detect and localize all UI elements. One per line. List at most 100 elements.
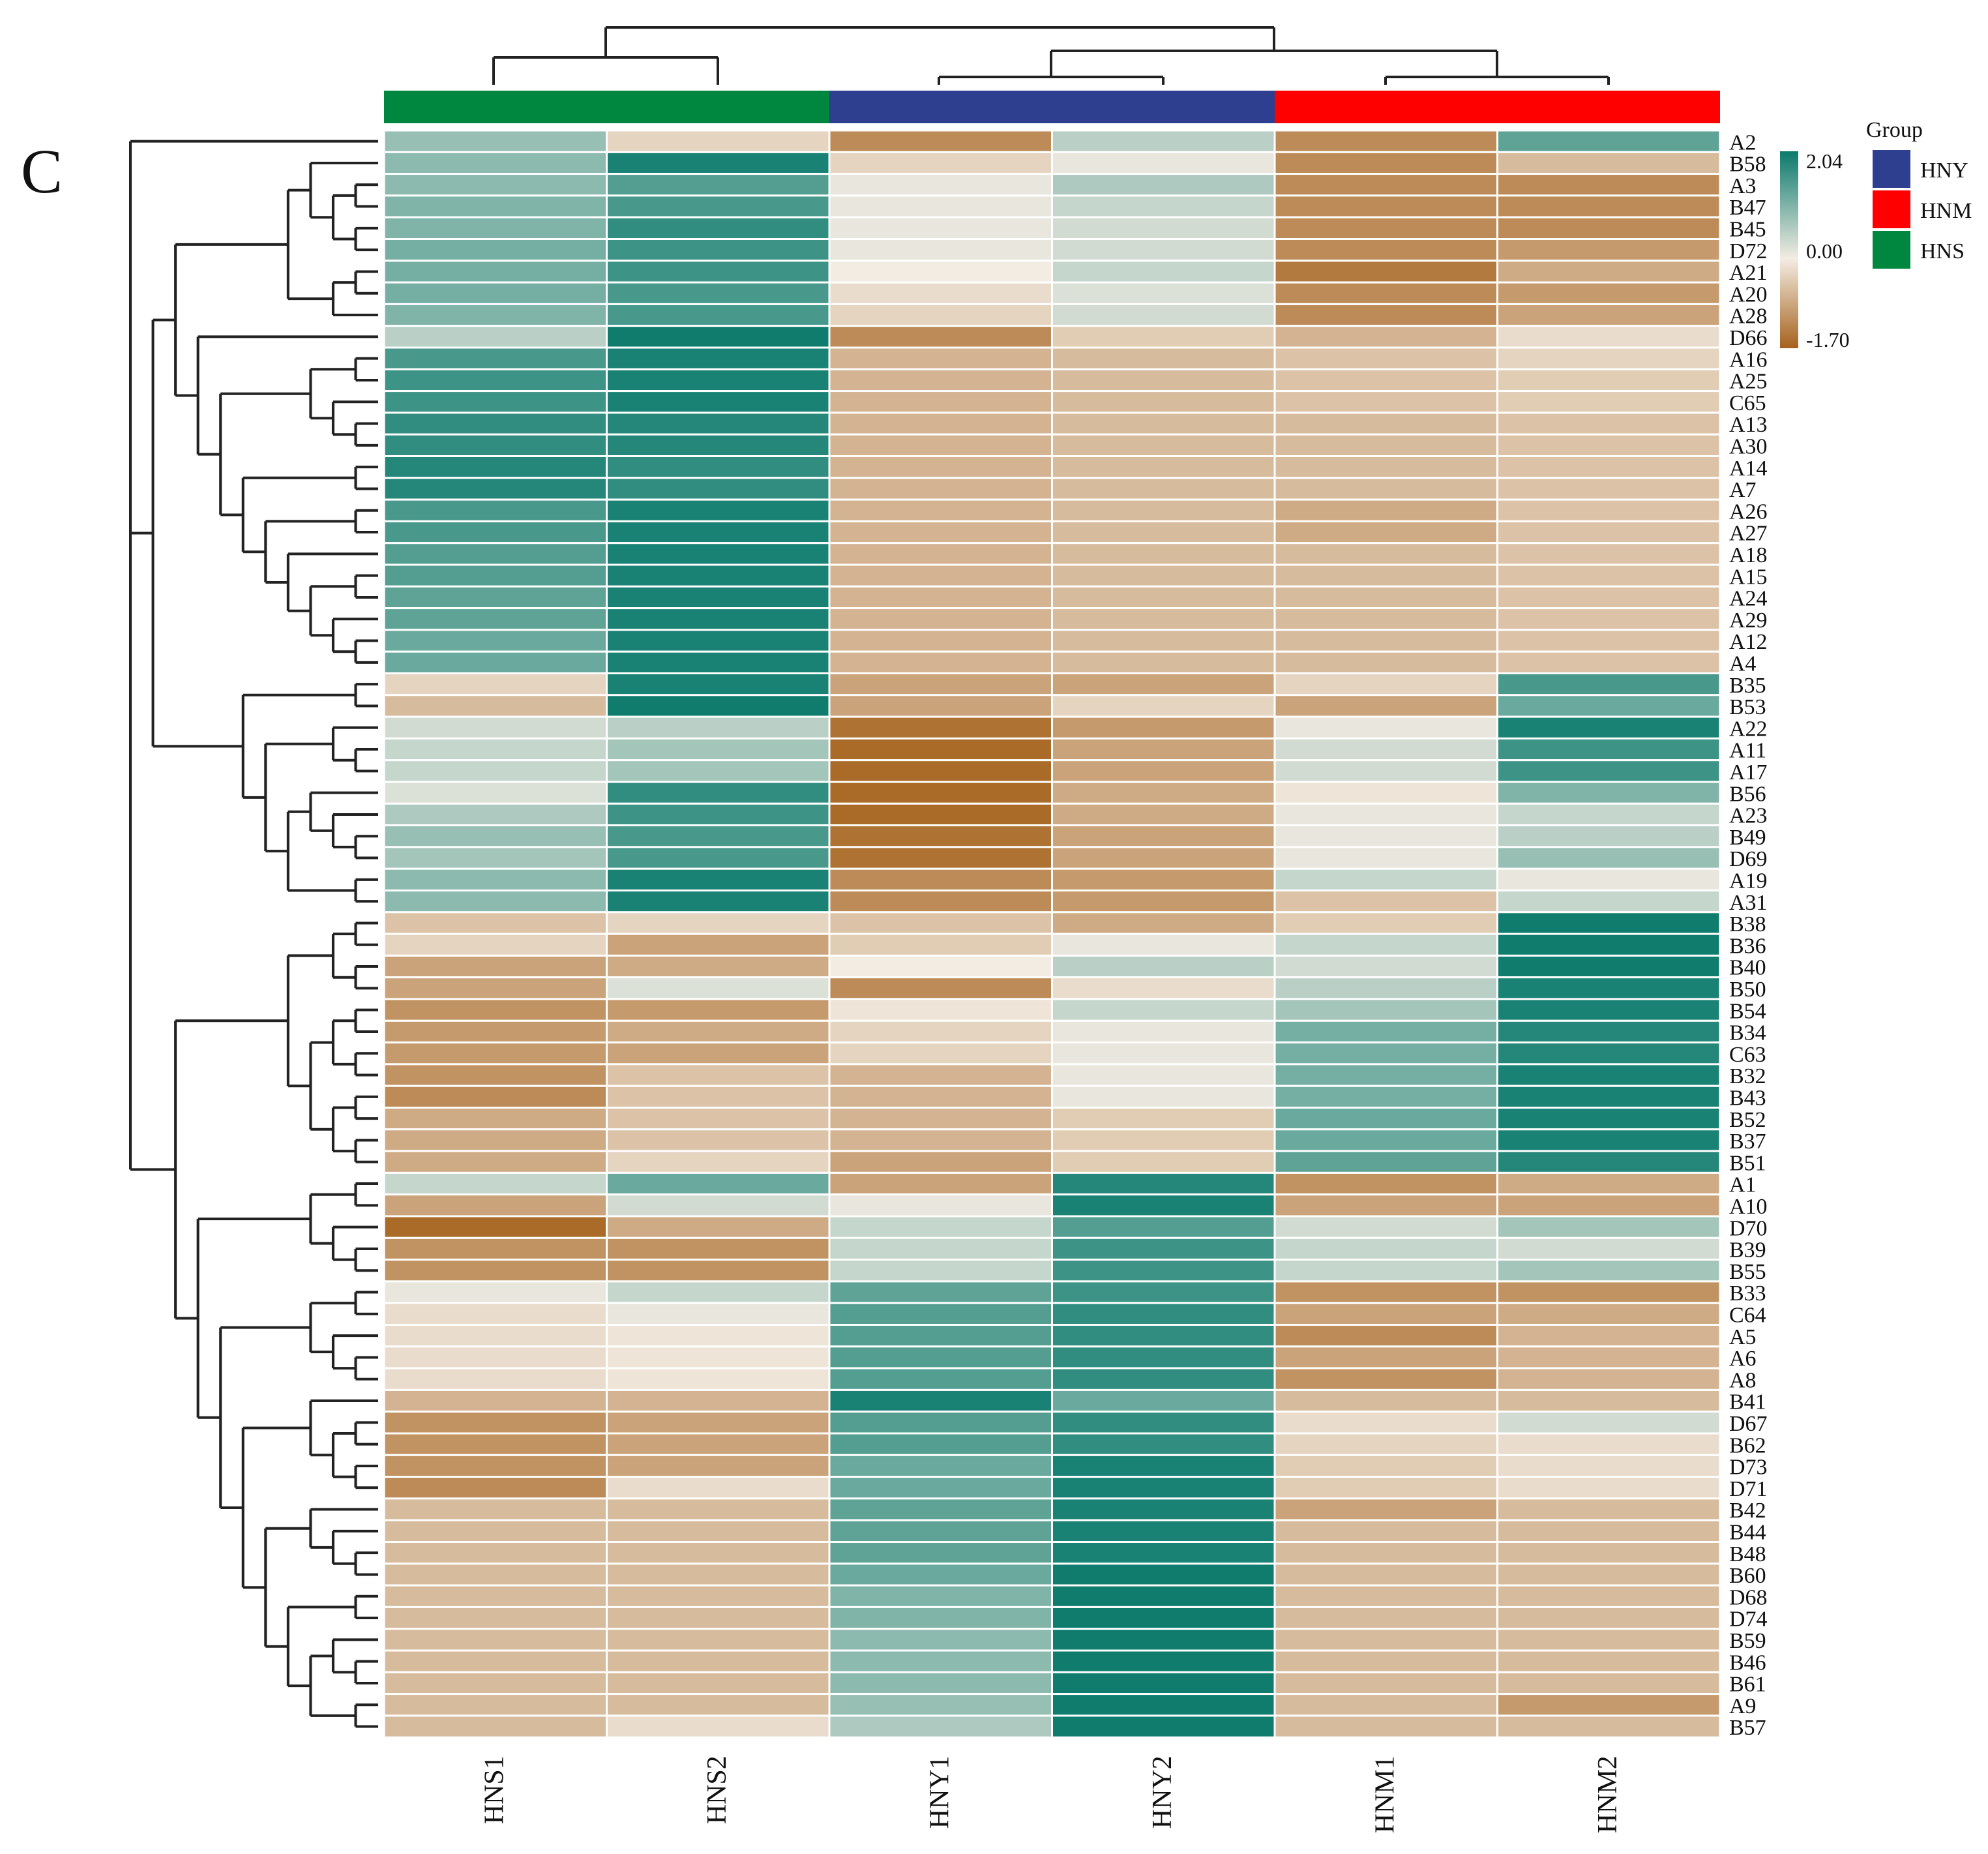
heatmap-cell	[1273, 1150, 1498, 1174]
heatmap-cell	[606, 976, 831, 1000]
heatmap-cell	[828, 867, 1053, 891]
heatmap-cell	[828, 563, 1053, 588]
heatmap-cell	[1051, 498, 1276, 522]
heatmap-cell	[828, 1215, 1053, 1239]
row-label: A8	[1729, 1368, 1757, 1392]
row-label: A21	[1729, 261, 1768, 285]
heatmap-cell	[383, 585, 608, 610]
heatmap-cell	[1051, 542, 1276, 566]
heatmap-cell	[828, 498, 1053, 522]
heatmap-cell	[1273, 238, 1498, 262]
heatmap-cell	[1273, 433, 1498, 458]
colorbar-max-label: 2.04	[1806, 149, 1843, 173]
group-annotation-bar	[384, 91, 1720, 123]
heatmap-cell	[606, 325, 831, 349]
heatmap-cell	[1496, 1171, 1721, 1196]
column-label: HNY1	[925, 1756, 955, 1829]
heatmap-cell	[1273, 1259, 1498, 1283]
heatmap-cell	[606, 455, 831, 479]
heatmap-cell	[828, 1259, 1053, 1283]
heatmap-cell	[1496, 433, 1721, 458]
heatmap-cell	[1051, 933, 1276, 957]
heatmap-cell	[606, 629, 831, 653]
heatmap-cell	[1273, 672, 1498, 696]
heatmap-cell	[828, 1019, 1053, 1044]
row-label: A27	[1729, 522, 1768, 546]
heatmap-cell	[383, 954, 608, 979]
heatmap-cell	[828, 1302, 1053, 1326]
row-label: A13	[1729, 413, 1768, 437]
heatmap-cell	[828, 1649, 1053, 1673]
heatmap-cell	[1051, 1324, 1276, 1348]
heatmap-cell	[828, 1628, 1053, 1652]
heatmap-cell	[383, 368, 608, 393]
heatmap-cell	[828, 346, 1053, 370]
heatmap-cell	[1051, 715, 1276, 740]
heatmap-cell	[383, 281, 608, 305]
heatmap-cell	[1051, 1236, 1276, 1261]
heatmap-cell	[1051, 1388, 1276, 1413]
row-label: B48	[1729, 1542, 1766, 1566]
column-label: HNM2	[1593, 1756, 1623, 1833]
heatmap-cell	[606, 542, 831, 566]
heatmap-cell	[828, 1541, 1053, 1565]
heatmap-cell	[383, 1280, 608, 1304]
heatmap-cell	[1496, 238, 1721, 262]
heatmap-cell	[606, 607, 831, 631]
row-label: B47	[1729, 196, 1766, 220]
heatmap-cell	[606, 998, 831, 1022]
heatmap-cell	[383, 846, 608, 870]
row-label: D72	[1729, 239, 1768, 263]
heatmap-cell	[383, 1215, 608, 1239]
heatmap-cell	[606, 781, 831, 805]
heatmap-cell	[1496, 281, 1721, 305]
legend-label-hnm: HNM	[1920, 199, 1972, 223]
heatmap-cell	[606, 694, 831, 718]
heatmap-cell	[1051, 1432, 1276, 1456]
row-label: C64	[1729, 1304, 1766, 1328]
heatmap-cell	[1051, 477, 1276, 501]
heatmap-cell	[828, 737, 1053, 762]
heatmap-cell	[1273, 1193, 1498, 1218]
heatmap-cell	[828, 846, 1053, 870]
heatmap-cell	[1051, 650, 1276, 675]
row-label: B54	[1729, 999, 1766, 1023]
heatmap-cell	[383, 650, 608, 675]
row-label: B42	[1729, 1499, 1766, 1523]
heatmap-cell	[1273, 498, 1498, 522]
heatmap-cell	[1273, 1324, 1498, 1348]
heatmap-cell	[1051, 1063, 1276, 1087]
heatmap-cell	[1496, 1367, 1721, 1391]
heatmap-cell	[606, 238, 831, 262]
heatmap-cell	[1273, 802, 1498, 827]
heatmap-cell	[1496, 563, 1721, 588]
heatmap-cell	[606, 1388, 831, 1413]
heatmap-cell	[828, 194, 1053, 218]
heatmap-cell	[1496, 1259, 1721, 1283]
group-bar-segment	[1275, 91, 1498, 123]
heatmap-cell	[383, 1236, 608, 1261]
heatmap-cell	[1273, 1215, 1498, 1239]
heatmap-cell	[1051, 260, 1276, 284]
heatmap-cell	[606, 368, 831, 393]
heatmap-cell	[606, 281, 831, 305]
row-label: A4	[1729, 652, 1757, 676]
heatmap-cell	[1273, 607, 1498, 631]
heatmap-cell	[1496, 129, 1721, 153]
row-label: A16	[1729, 348, 1768, 372]
heatmap-cell	[383, 890, 608, 914]
heatmap-cell	[828, 802, 1053, 827]
heatmap-cell	[383, 911, 608, 935]
heatmap-cell	[1496, 1215, 1721, 1239]
row-label: B60	[1729, 1564, 1766, 1588]
row-label: B32	[1729, 1064, 1766, 1088]
heatmap-cell	[1273, 781, 1498, 805]
heatmap-cell	[828, 672, 1053, 696]
heatmap-cell	[383, 1606, 608, 1630]
heatmap-cell	[1496, 694, 1721, 718]
heatmap-cell	[828, 1714, 1053, 1739]
heatmap-cell	[1051, 151, 1276, 175]
heatmap-cell	[1496, 1128, 1721, 1152]
heatmap-cell	[1273, 933, 1498, 957]
heatmap-cell	[828, 281, 1053, 305]
